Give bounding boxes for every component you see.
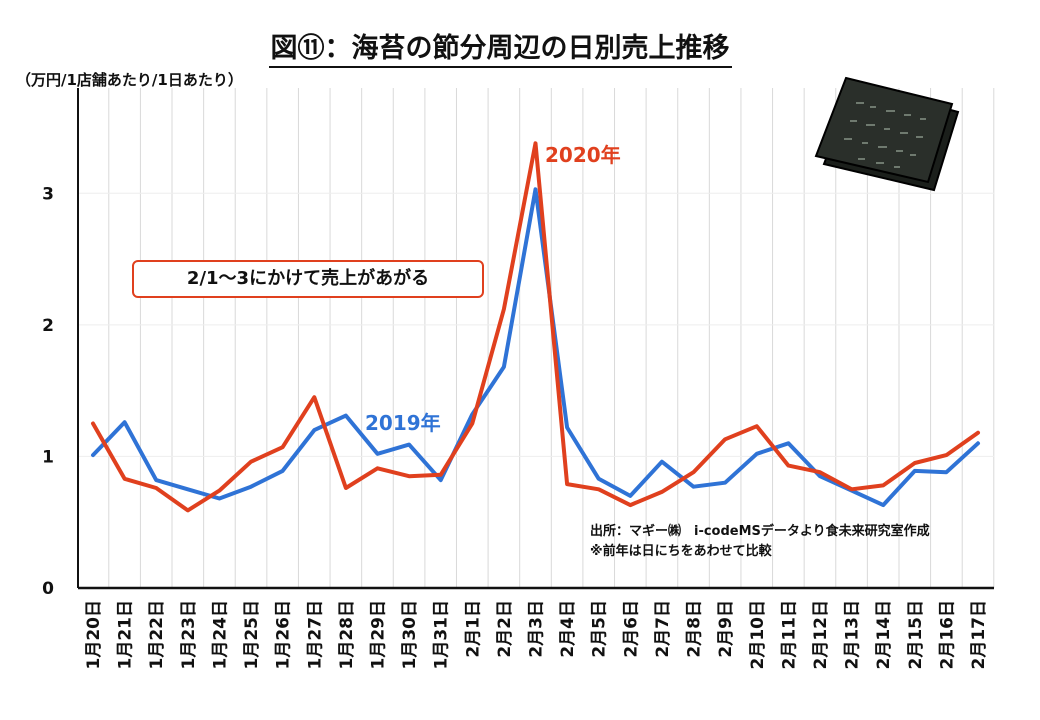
x-tick-label: 1月28日 [337, 600, 357, 670]
annotation-callout: 2/1～3にかけて売上があがる [132, 260, 484, 298]
x-tick-label: 1月26日 [274, 600, 294, 670]
x-tick-label: 2月11日 [779, 600, 799, 670]
x-tick-label: 2月9日 [716, 600, 736, 658]
chart-title: 図⑪：海苔の節分周辺の日別売上推移 [0, 26, 1000, 68]
y-tick-label: 1 [42, 447, 54, 467]
nori-seaweed-sheets-icon [814, 76, 960, 192]
x-tick-label: 2月16日 [937, 600, 957, 670]
x-tick-label: 2月2日 [495, 600, 515, 658]
comparison-note: ※前年は日にちをあわせて比較 [590, 544, 772, 559]
x-tick-label: 2月3日 [527, 600, 547, 658]
source-note: 出所：マギー㈱ i-codeMSデータより食未来研究室作成 ※前年は日にちをあわ… [590, 522, 930, 562]
x-tick-label: 2月15日 [906, 600, 926, 670]
tick-labels: 0 1 2 3 1月20日 1月21日 1月22日 1月23日 1月24日 1月25日 1月26日 1… [42, 184, 989, 669]
source-line: 出所：マギー㈱ i-codeMSデータより食未来研究室作成 [590, 524, 930, 539]
x-tick-label: 2月6日 [621, 600, 641, 658]
x-tick-label: 2月5日 [590, 600, 610, 658]
x-tick-label: 1月30日 [400, 600, 420, 670]
series-label-2019: 2019年 [365, 411, 441, 435]
series-label-2020: 2020年 [545, 143, 621, 167]
series-line-2019 [91, 187, 980, 508]
x-tick-label: 2月12日 [811, 600, 831, 670]
x-tick-label: 2月13日 [843, 600, 863, 670]
x-tick-label: 2月14日 [874, 600, 894, 670]
x-tick-label: 1月21日 [116, 600, 136, 670]
series-line-2020 [91, 141, 980, 513]
x-tick-label: 1月23日 [179, 600, 199, 670]
x-tick-label: 1月27日 [305, 600, 325, 670]
y-tick-label: 3 [42, 184, 54, 204]
series-lines [91, 141, 980, 513]
x-tick-label: 1月24日 [210, 600, 230, 670]
y-axis-unit-label: （万円/1店舗あたり/1日あたり） [16, 71, 243, 89]
x-tick-label: 2月10日 [748, 600, 768, 670]
y-tick-label: 2 [42, 316, 54, 336]
axes [77, 88, 994, 590]
x-tick-label: 2月8日 [685, 600, 705, 658]
x-tick-label: 1月29日 [368, 600, 388, 670]
x-tick-label: 2月17日 [969, 600, 989, 670]
x-tick-label: 2月7日 [653, 600, 673, 658]
x-tick-label: 1月20日 [84, 600, 104, 670]
x-tick-label: 1月22日 [147, 600, 167, 670]
x-tick-label: 1月31日 [432, 600, 452, 670]
y-tick-label: 0 [42, 579, 54, 599]
x-tick-label: 2月1日 [463, 600, 483, 658]
x-tick-label: 2月4日 [558, 600, 578, 658]
x-tick-label: 1月25日 [242, 600, 262, 670]
